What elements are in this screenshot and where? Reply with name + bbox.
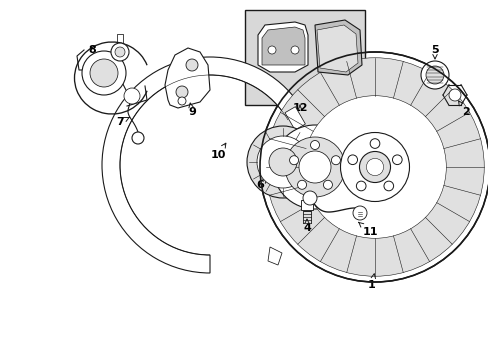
Circle shape <box>356 181 366 191</box>
Text: 3: 3 <box>341 162 355 172</box>
Text: 2: 2 <box>458 101 469 117</box>
Circle shape <box>347 155 357 165</box>
Circle shape <box>425 66 443 84</box>
Circle shape <box>420 61 448 89</box>
Circle shape <box>257 136 308 188</box>
Circle shape <box>268 148 296 176</box>
Circle shape <box>331 156 340 165</box>
Circle shape <box>359 152 390 183</box>
Circle shape <box>132 132 143 144</box>
Bar <box>244 10 364 105</box>
Circle shape <box>260 52 488 282</box>
Bar <box>301 200 312 210</box>
Circle shape <box>366 158 383 176</box>
Text: 4: 4 <box>303 219 310 233</box>
Circle shape <box>392 155 401 165</box>
Polygon shape <box>262 27 305 65</box>
Circle shape <box>303 191 316 205</box>
Circle shape <box>267 46 275 54</box>
Circle shape <box>369 139 379 148</box>
Bar <box>285 107 305 130</box>
Circle shape <box>82 51 126 95</box>
Polygon shape <box>164 48 209 108</box>
Circle shape <box>352 206 366 220</box>
Polygon shape <box>314 20 361 75</box>
Circle shape <box>298 151 330 183</box>
Circle shape <box>310 140 319 149</box>
Circle shape <box>111 43 129 61</box>
Circle shape <box>185 59 198 71</box>
Text: 11: 11 <box>358 222 377 237</box>
Circle shape <box>323 180 332 189</box>
Text: 10: 10 <box>210 143 225 160</box>
Text: 6: 6 <box>256 179 266 190</box>
Text: 1: 1 <box>367 274 375 290</box>
Text: 9: 9 <box>188 103 196 117</box>
Circle shape <box>124 88 140 104</box>
Polygon shape <box>316 25 357 72</box>
Circle shape <box>448 89 460 101</box>
Circle shape <box>303 96 446 238</box>
Circle shape <box>272 125 356 209</box>
Circle shape <box>115 47 125 57</box>
Circle shape <box>297 180 306 189</box>
Circle shape <box>176 86 187 98</box>
Circle shape <box>285 137 345 197</box>
Circle shape <box>383 181 393 191</box>
Circle shape <box>290 46 298 54</box>
Circle shape <box>246 126 318 198</box>
Circle shape <box>90 59 118 87</box>
Circle shape <box>178 97 185 105</box>
Text: 12: 12 <box>292 103 307 113</box>
Circle shape <box>265 58 483 276</box>
Polygon shape <box>258 22 307 72</box>
Text: 7: 7 <box>116 117 129 127</box>
Circle shape <box>289 156 298 165</box>
Circle shape <box>340 132 408 202</box>
Polygon shape <box>267 247 282 265</box>
Text: 8: 8 <box>88 45 105 62</box>
Wedge shape <box>102 57 303 273</box>
Text: 5: 5 <box>430 45 438 59</box>
